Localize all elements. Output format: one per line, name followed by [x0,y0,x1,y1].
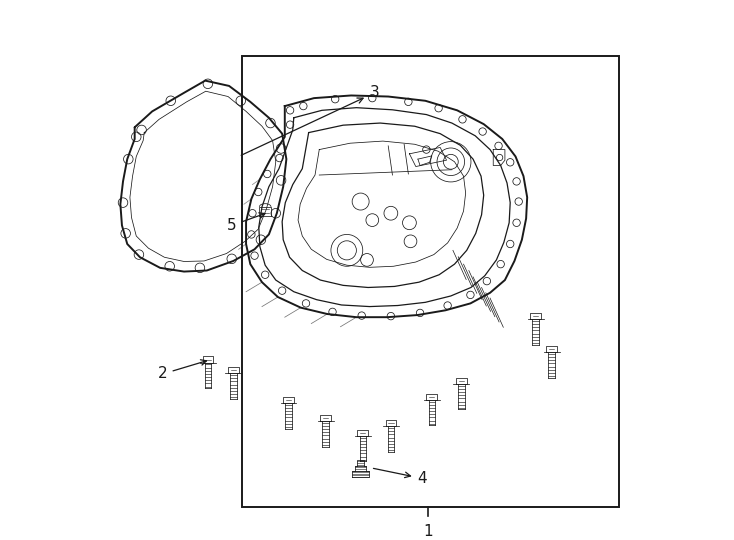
Text: 5: 5 [227,213,265,233]
Text: 1: 1 [424,523,433,538]
Text: 3: 3 [241,85,379,156]
Text: 2: 2 [158,360,206,381]
Bar [242,56,619,507]
Text: 4: 4 [374,468,427,486]
